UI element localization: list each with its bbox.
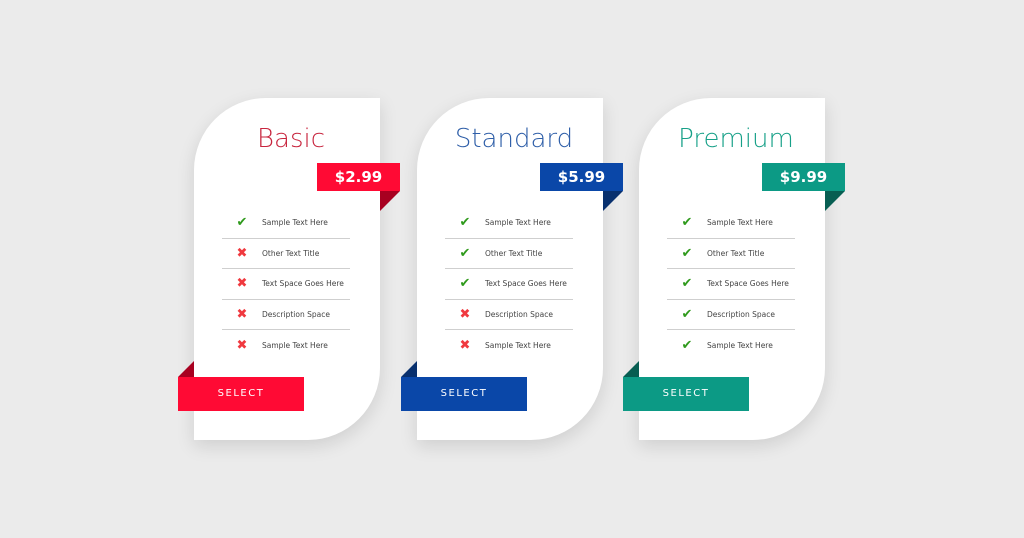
price-tag: $5.99 [540, 163, 623, 191]
ribbon-fold [825, 191, 845, 211]
cross-icon: ✖ [459, 337, 471, 353]
ribbon-fold [603, 191, 623, 211]
feature-text: Sample Text Here [485, 218, 551, 228]
feature-list: ✔ Sample Text Here ✔ Other Text Title ✔ … [667, 208, 795, 361]
feature-text: Description Space [262, 309, 330, 319]
feature-item: ✔ Sample Text Here [667, 330, 795, 361]
check-icon: ✔ [681, 245, 693, 261]
feature-item: ✔ Sample Text Here [667, 208, 795, 239]
feature-item: ✔ Sample Text Here [222, 208, 350, 239]
feature-text: Sample Text Here [707, 218, 773, 228]
check-icon: ✔ [236, 215, 248, 231]
feature-item: ✔ Other Text Title [445, 239, 573, 269]
cross-icon: ✖ [236, 276, 248, 292]
price-tag: $2.99 [317, 163, 400, 191]
feature-item: ✔ Other Text Title [667, 239, 795, 269]
select-button[interactable]: SELECT [401, 377, 527, 411]
feature-item: ✖ Description Space [445, 300, 573, 330]
feature-text: Description Space [707, 309, 775, 319]
check-icon: ✔ [459, 245, 471, 261]
check-icon: ✔ [459, 276, 471, 292]
check-icon: ✔ [681, 215, 693, 231]
ribbon-fold [178, 361, 194, 377]
select-button[interactable]: SELECT [623, 377, 749, 411]
select-button[interactable]: SELECT [178, 377, 304, 411]
pricing-card-premium: Premium $9.99 ✔ Sample Text Here ✔ Other… [623, 98, 845, 440]
feature-item: ✖ Text Space Goes Here [222, 269, 350, 300]
cross-icon: ✖ [236, 337, 248, 353]
feature-text: Sample Text Here [707, 340, 773, 350]
feature-item: ✔ Text Space Goes Here [445, 269, 573, 300]
feature-text: Other Text Title [485, 248, 543, 258]
feature-text: Other Text Title [707, 248, 765, 258]
feature-item: ✖ Sample Text Here [222, 330, 350, 361]
feature-text: Sample Text Here [262, 218, 328, 228]
feature-text: Description Space [485, 309, 553, 319]
pricing-card-standard: Standard $5.99 ✔ Sample Text Here ✔ Othe… [401, 98, 623, 440]
feature-text: Sample Text Here [485, 340, 551, 350]
feature-list: ✔ Sample Text Here ✖ Other Text Title ✖ … [222, 208, 350, 361]
check-icon: ✔ [681, 306, 693, 322]
ribbon-fold [401, 361, 417, 377]
feature-item: ✖ Description Space [222, 300, 350, 330]
plan-title: Basic [256, 124, 326, 154]
feature-item: ✔ Text Space Goes Here [667, 269, 795, 300]
price-tag: $9.99 [762, 163, 845, 191]
feature-text: Text Space Goes Here [262, 279, 344, 289]
feature-item: ✔ Sample Text Here [445, 208, 573, 239]
pricing-card-basic: Basic $2.99 ✔ Sample Text Here ✖ Other T… [178, 98, 400, 440]
cross-icon: ✖ [236, 245, 248, 261]
plan-title: Standard [454, 124, 574, 154]
feature-item: ✖ Sample Text Here [445, 330, 573, 361]
cross-icon: ✖ [459, 306, 471, 322]
feature-item: ✔ Description Space [667, 300, 795, 330]
feature-text: Sample Text Here [262, 340, 328, 350]
feature-list: ✔ Sample Text Here ✔ Other Text Title ✔ … [445, 208, 573, 361]
feature-text: Text Space Goes Here [485, 279, 567, 289]
feature-text: Other Text Title [262, 248, 320, 258]
cross-icon: ✖ [236, 306, 248, 322]
feature-text: Text Space Goes Here [707, 279, 789, 289]
check-icon: ✔ [681, 337, 693, 353]
check-icon: ✔ [459, 215, 471, 231]
plan-title: Premium [678, 124, 794, 154]
ribbon-fold [380, 191, 400, 211]
ribbon-fold [623, 361, 639, 377]
check-icon: ✔ [681, 276, 693, 292]
feature-item: ✖ Other Text Title [222, 239, 350, 269]
